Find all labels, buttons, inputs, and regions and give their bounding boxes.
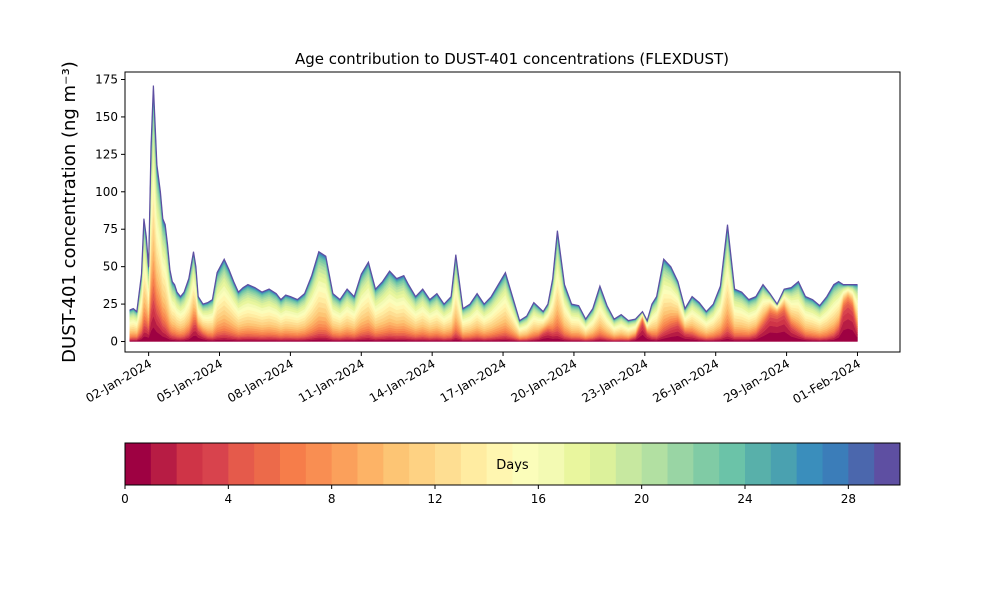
colorbar-segment-17 — [564, 443, 591, 485]
x-tick-label: 29-Jan-2024 — [721, 356, 792, 405]
total-concentration-line — [129, 85, 858, 323]
x-tick-label: 01-Feb-2024 — [790, 356, 863, 406]
y-tick-label: 100 — [95, 185, 118, 199]
y-tick-label: 50 — [103, 260, 118, 274]
area-layer-day-29 — [129, 85, 858, 322]
y-tick-label: 150 — [95, 110, 118, 124]
area-layer-day-23 — [129, 98, 858, 323]
plot-frame — [124, 71, 901, 353]
colorbar-segment-11 — [409, 443, 436, 485]
y-axis: 0 25 50 75 100 125 150 175 — [95, 72, 125, 349]
colorbar-segment-21 — [667, 443, 694, 485]
colorbar-tick-label: 4 — [225, 492, 233, 506]
colorbar-segment-29 — [874, 443, 901, 485]
y-tick-label: 75 — [103, 222, 118, 236]
colorbar-segment-25 — [770, 443, 798, 485]
colorbar-segment-2 — [176, 443, 203, 485]
colorbar-segment-10 — [383, 443, 410, 485]
colorbar-tick-label: 16 — [531, 492, 546, 506]
area-layer-day-28 — [129, 86, 858, 322]
area-layer-day-26 — [129, 89, 858, 322]
colorbar-segment-3 — [202, 443, 229, 485]
x-tick-label: 20-Jan-2024 — [509, 356, 580, 405]
colorbar-segment-26 — [796, 443, 823, 485]
colorbar-segment-28 — [848, 443, 875, 485]
area-layer-day-27 — [129, 87, 858, 322]
colorbar-segment-12 — [435, 443, 462, 485]
colorbar-segment-20 — [641, 443, 668, 485]
x-tick-label: 23-Jan-2024 — [580, 356, 651, 405]
x-tick-label: 17-Jan-2024 — [438, 356, 509, 405]
area-layer-day-24 — [129, 94, 858, 323]
colorbar-segment-24 — [745, 443, 772, 485]
colorbar-segment-23 — [719, 443, 746, 485]
colorbar-segment-15 — [512, 443, 539, 485]
y-tick-label: 25 — [103, 297, 118, 311]
colorbar-segment-1 — [150, 443, 178, 485]
colorbar-tick-label: 28 — [841, 492, 856, 506]
colorbar-tick-label: 0 — [121, 492, 129, 506]
colorbar-segment-4 — [228, 443, 255, 485]
x-tick-label: 05-Jan-2024 — [154, 356, 225, 405]
x-tick-label: 02-Jan-2024 — [83, 356, 154, 405]
colorbar-segment-8 — [331, 443, 358, 485]
colorbar-segment-6 — [280, 443, 307, 485]
x-axis: 02-Jan-2024 05-Jan-2024 08-Jan-2024 11-Jan-… — [83, 352, 863, 406]
colorbar-tick-label: 20 — [634, 492, 649, 506]
colorbar-segment-5 — [254, 443, 281, 485]
colorbar-tick-label: 8 — [328, 492, 336, 506]
colorbar: Days 0 4 8 12 16 20 24 28 — [121, 442, 901, 506]
y-tick-label: 175 — [95, 72, 118, 86]
colorbar-segment-0 — [125, 443, 152, 485]
area-layer-day-22 — [129, 103, 858, 324]
colorbar-segment-22 — [693, 443, 720, 485]
x-tick-label: 11-Jan-2024 — [296, 356, 367, 405]
plot-area-frame — [124, 71, 901, 353]
colorbar-segment-13 — [460, 443, 488, 485]
colorbar-segment-27 — [822, 443, 849, 485]
y-tick-label: 0 — [110, 335, 118, 349]
colorbar-segment-18 — [590, 443, 617, 485]
colorbar-tick-label: 24 — [737, 492, 752, 506]
colorbar-segment-19 — [615, 443, 643, 485]
x-tick-label: 08-Jan-2024 — [225, 356, 296, 405]
stacked-area-layers — [129, 85, 858, 342]
y-tick-label: 125 — [95, 147, 118, 161]
colorbar-segment-16 — [538, 443, 565, 485]
area-layer-day-25 — [129, 91, 858, 322]
colorbar-tick-label: 12 — [427, 492, 442, 506]
colorbar-segment-9 — [357, 443, 384, 485]
x-tick-label: 26-Jan-2024 — [650, 356, 721, 405]
y-axis-label: DUST-401 concentration (ng m⁻³) — [59, 61, 80, 363]
colorbar-frame — [124, 442, 901, 486]
colorbar-label: Days — [496, 458, 529, 473]
colorbar-segment-7 — [305, 443, 333, 485]
x-tick-label: 14-Jan-2024 — [367, 356, 438, 405]
chart-title: Age contribution to DUST-401 concentrati… — [295, 50, 729, 68]
colorbar-segment-14 — [486, 443, 513, 485]
